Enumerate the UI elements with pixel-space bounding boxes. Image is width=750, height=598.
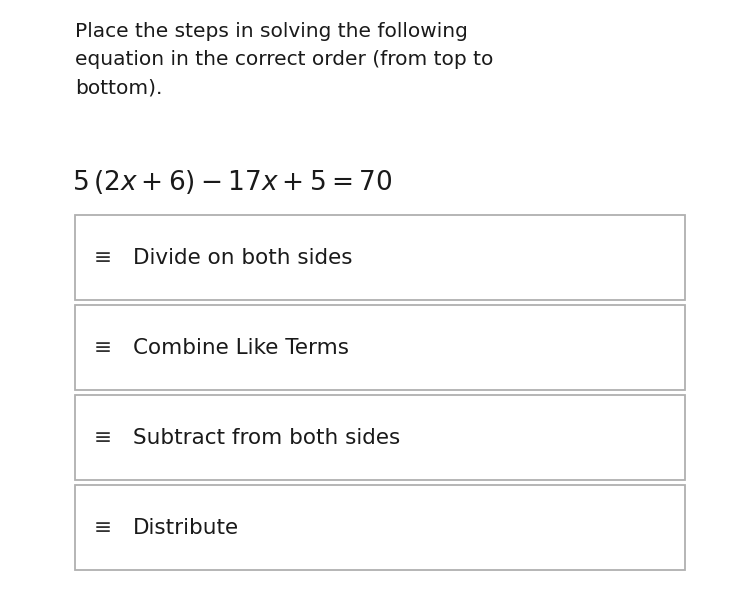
Text: Place the steps in solving the following
equation in the correct order (from top: Place the steps in solving the following…	[75, 22, 494, 97]
FancyBboxPatch shape	[75, 305, 685, 390]
Text: ≡: ≡	[94, 428, 112, 447]
Text: ≡: ≡	[94, 517, 112, 538]
Text: $5\,(2x + 6) - 17x + 5 = 70$: $5\,(2x + 6) - 17x + 5 = 70$	[72, 168, 392, 196]
FancyBboxPatch shape	[75, 215, 685, 300]
Text: ≡: ≡	[94, 248, 112, 267]
Text: Divide on both sides: Divide on both sides	[133, 248, 352, 267]
Text: Subtract from both sides: Subtract from both sides	[133, 428, 401, 447]
Text: Combine Like Terms: Combine Like Terms	[133, 337, 349, 358]
FancyBboxPatch shape	[75, 395, 685, 480]
FancyBboxPatch shape	[75, 485, 685, 570]
Text: Distribute: Distribute	[133, 517, 239, 538]
Text: ≡: ≡	[94, 337, 112, 358]
